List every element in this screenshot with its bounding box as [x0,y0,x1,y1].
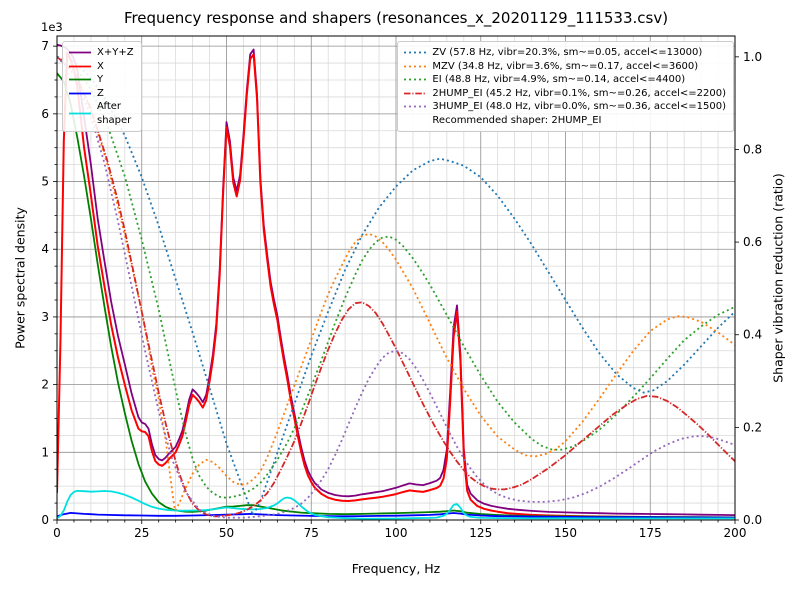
legend-item: Z [68,87,134,101]
y-tick-label-left: 6 [41,107,49,121]
legend-label: 3HUMP_EI (48.0 Hz, vibr=0.0%, sm~=0.36, … [432,101,726,112]
legend-psd: X+Y+Z X Y Z After shaper [62,41,142,132]
chart-title: Frequency response and shapers (resonanc… [123,9,669,27]
y-tick-label-right: 0.2 [743,420,762,434]
y-tick-label-right: 0.0 [743,513,762,527]
legend-label: X+Y+Z [97,47,134,58]
y-tick-label-left: 1 [41,445,49,459]
series-mzv [57,56,735,512]
series-x [57,51,735,519]
legend-item: 2HUMP_EI (45.2 Hz, vibr=0.1%, sm~=0.26, … [403,87,726,101]
x-tick-label: 100 [385,526,408,540]
y-tick-label-left: 4 [41,242,49,256]
legend-line-swatch [69,92,91,95]
legend-label: Z [97,87,104,99]
legend-item: Y [68,73,134,87]
y-tick-label-right: 0.4 [743,328,762,342]
x-tick-label: 0 [53,526,61,540]
y-tick-label-left: 2 [41,378,49,392]
legend-label: MZV (34.8 Hz, vibr=3.6%, sm~=0.17, accel… [432,60,699,72]
legend-item: ZV (57.8 Hz, vibr=20.3%, sm~=0.05, accel… [403,46,726,60]
x-tick-label: 175 [639,526,662,540]
legend-note: Recommended shaper: 2HUMP_EI [432,114,602,126]
legend-line-swatch [404,78,427,81]
legend-label: After shaper [97,101,132,126]
legend-item: X [68,60,134,74]
x-axis-label: Frequency, Hz [351,561,441,576]
legend-item: 3HUMP_EI (48.0 Hz, vibr=0.0%, sm~=0.36, … [403,100,726,114]
series-2hump-ei [57,56,735,518]
series-y [57,72,735,519]
y-axis-offset-text: 1e3 [41,20,63,34]
legend-label: ZV (57.8 Hz, vibr=20.3%, sm~=0.05, accel… [432,47,703,58]
y-tick-label-left: 7 [41,39,49,53]
legend-label: 2HUMP_EI (45.2 Hz, vibr=0.1%, sm~=0.26, … [432,87,726,99]
x-tick-label: 25 [134,526,149,540]
legend-label: Y [97,74,104,85]
y-tick-label-left: 0 [41,513,49,527]
y-tick-label-right: 1.0 [743,50,762,64]
x-tick-label: 200 [724,526,747,540]
x-tick-label: 150 [554,526,577,540]
legend-line-swatch [69,112,91,115]
series-ei [57,55,735,499]
series-zv [57,55,735,517]
legend-item: X+Y+Z [68,46,134,60]
y-tick-label-right: 0.8 [743,142,762,156]
x-tick-label: 75 [304,526,319,540]
legend-line-swatch [69,65,91,68]
y-tick-label-left: 5 [41,175,49,189]
legend-item: MZV (34.8 Hz, vibr=3.6%, sm~=0.17, accel… [403,60,726,74]
x-tick-label: 50 [219,526,234,540]
series-after-shaper [57,490,735,520]
legend-item: EI (48.8 Hz, vibr=4.9%, sm~=0.14, accel<… [403,73,726,87]
y-tick-label-right: 0.6 [743,235,762,249]
legend-line-swatch [404,65,427,68]
legend-line-swatch [69,78,91,81]
legend-label: EI (48.8 Hz, vibr=4.9%, sm~=0.14, accel<… [432,74,686,85]
legend-line-swatch [404,105,427,108]
series-3hump-ei [57,56,735,519]
legend-item: After shaper [68,100,134,127]
legend-line-swatch [404,51,427,54]
legend-line-swatch [404,92,427,95]
x-tick-label: 125 [469,526,492,540]
y-tick-label-left: 3 [41,310,49,324]
legend-shapers: ZV (57.8 Hz, vibr=20.3%, sm~=0.05, accel… [397,41,734,132]
legend-line-swatch [69,51,91,54]
legend-label: X [97,60,104,72]
